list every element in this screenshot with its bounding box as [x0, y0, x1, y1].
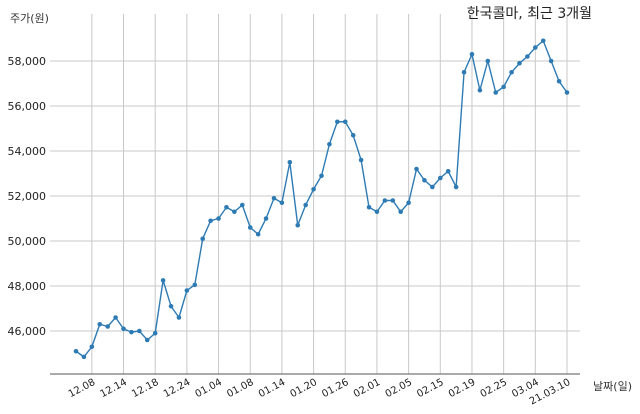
- x-tick-label: 12.08: [67, 377, 97, 400]
- price-point: [469, 51, 475, 57]
- price-point: [358, 157, 364, 163]
- price-point: [176, 315, 182, 320]
- price-point: [247, 225, 253, 230]
- y-tick-label: 46,000: [8, 325, 47, 338]
- price-point: [89, 344, 95, 350]
- y-tick-label: 50,000: [8, 235, 47, 248]
- price-point: [445, 168, 451, 174]
- price-point: [414, 166, 419, 172]
- price-point: [564, 90, 570, 95]
- price-point: [184, 288, 190, 293]
- x-tick-label: 02.15: [415, 377, 445, 400]
- price-point: [398, 209, 403, 215]
- price-point: [105, 324, 110, 329]
- price-point: [437, 175, 443, 181]
- x-tick-label: 12.18: [130, 377, 160, 400]
- price-point: [232, 209, 237, 215]
- price-point: [73, 348, 79, 354]
- price-points: [73, 38, 570, 360]
- x-tick-label: 12.14: [98, 377, 128, 400]
- price-point: [422, 177, 427, 183]
- price-point: [129, 329, 134, 335]
- price-point: [303, 202, 308, 208]
- price-point: [406, 200, 411, 206]
- price-point: [121, 326, 126, 332]
- price-point: [390, 198, 396, 203]
- price-point: [509, 69, 514, 75]
- y-tick-label: 56,000: [8, 100, 47, 113]
- price-point: [200, 236, 206, 242]
- price-point: [263, 216, 269, 221]
- price-point: [382, 198, 388, 203]
- price-point: [335, 119, 340, 125]
- price-point: [327, 141, 332, 147]
- y-axis-label: 주가(원): [10, 12, 49, 25]
- y-tick-label: 52,000: [8, 190, 47, 203]
- price-point: [374, 209, 380, 215]
- x-tick-label: 01.14: [257, 377, 287, 400]
- price-point: [366, 204, 372, 210]
- price-point: [342, 119, 348, 125]
- price-point: [540, 38, 546, 44]
- grid-lines: [50, 14, 580, 374]
- price-point: [208, 218, 213, 224]
- x-tick-label: 01.26: [320, 377, 350, 400]
- price-point: [152, 330, 158, 336]
- price-point: [137, 328, 142, 334]
- price-point: [501, 84, 506, 90]
- price-point: [350, 132, 356, 138]
- price-point: [144, 337, 150, 343]
- price-point: [97, 321, 103, 327]
- price-point: [548, 58, 554, 64]
- price-point: [319, 173, 324, 179]
- y-tick-label: 54,000: [8, 145, 47, 158]
- price-point: [287, 159, 293, 165]
- price-point: [461, 69, 467, 75]
- price-point: [517, 60, 522, 66]
- price-point: [525, 54, 530, 59]
- price-point: [271, 195, 277, 201]
- price-point: [255, 231, 261, 237]
- price-point: [240, 202, 245, 208]
- x-tick-label: 02.05: [384, 377, 414, 400]
- price-series-line: [75, 39, 568, 358]
- y-tick-label: 58,000: [8, 55, 47, 68]
- price-point: [453, 184, 459, 190]
- x-tick-label: 01.04: [194, 377, 224, 400]
- x-tick-label: 02.19: [447, 377, 477, 400]
- price-point: [430, 184, 435, 190]
- price-point: [533, 45, 538, 50]
- price-point: [493, 90, 499, 95]
- price-point: [477, 87, 483, 93]
- price-point: [485, 58, 491, 64]
- chart-title: 한국콜마, 최근 3개월: [467, 6, 592, 22]
- y-tick-label: 48,000: [8, 280, 47, 293]
- x-tick-label: 01.08: [225, 377, 255, 400]
- price-point: [216, 216, 221, 221]
- price-point: [113, 315, 118, 320]
- price-point: [556, 78, 562, 84]
- x-tick-label: 01.20: [289, 377, 319, 400]
- price-point: [192, 282, 198, 288]
- price-point: [160, 278, 166, 283]
- price-point: [311, 186, 316, 192]
- x-tick-label: 02.01: [352, 377, 382, 400]
- price-point: [295, 222, 301, 228]
- price-point: [279, 200, 285, 206]
- x-tick-label: 12.24: [162, 377, 192, 400]
- x-axis-label: 날짜(일): [593, 379, 632, 393]
- price-point: [224, 204, 229, 210]
- price-point: [81, 354, 87, 360]
- y-tick-labels: 46,000 48,000 50,000 52,000 54,000 56,000 58,0…: [8, 55, 47, 338]
- x-tick-label: 02.25: [479, 377, 509, 400]
- price-point: [168, 303, 174, 309]
- x-tick-labels: 12.08 12.14 12.18 12.24 01.04 01.08 01.14 01.20…: [67, 377, 573, 408]
